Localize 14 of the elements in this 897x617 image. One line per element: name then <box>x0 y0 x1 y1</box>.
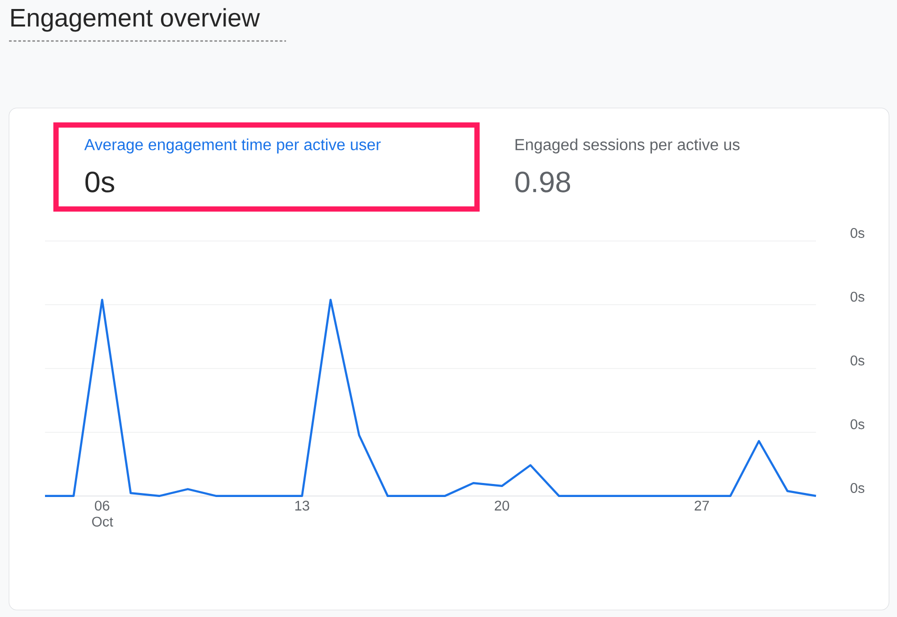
text: 0s <box>850 483 864 493</box>
text: 0s <box>850 356 864 366</box>
text: 0s <box>850 292 864 302</box>
x-tick-label: 27 <box>694 500 709 510</box>
x-tick-label: 06 Oct <box>92 500 114 527</box>
chart-title: Engagement overview <box>11 8 260 32</box>
text: 0s <box>850 419 864 430</box>
text: 0s <box>85 172 114 192</box>
text: Engaged sessions per active us <box>516 138 740 154</box>
text: 0s <box>850 228 864 238</box>
text: Average engagement time per active user <box>84 138 381 154</box>
text: 0.98 <box>515 172 570 192</box>
x-tick-label: 20 <box>494 500 510 511</box>
x-tick-label: 13 <box>295 500 310 511</box>
